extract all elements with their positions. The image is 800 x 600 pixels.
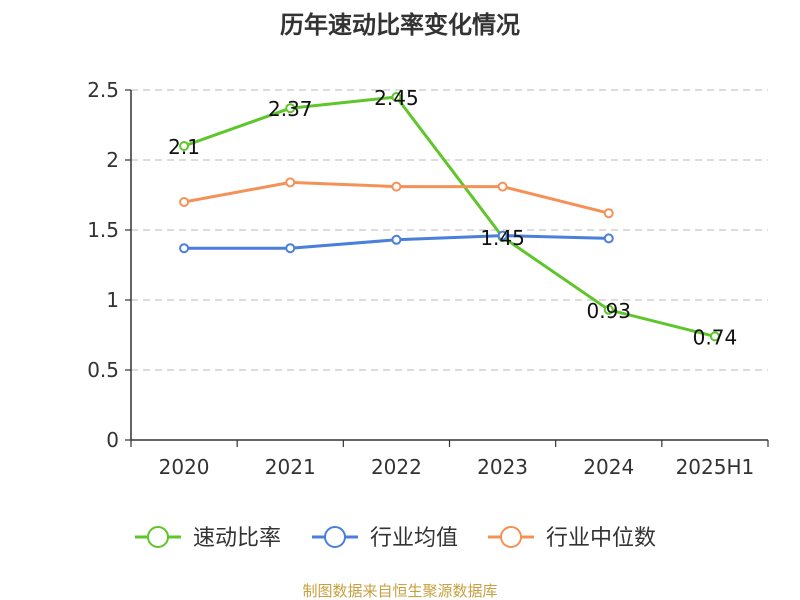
data-label: 0.74: [693, 325, 738, 349]
y-tick-label: 1: [106, 288, 119, 312]
legend-label: 行业均值: [370, 526, 458, 551]
y-tick-label: 2.5: [87, 78, 119, 102]
legend-label: 速动比率: [193, 526, 281, 551]
data-label: 0.93: [586, 299, 631, 323]
x-tick-label: 2021: [265, 455, 316, 479]
data-point[interactable]: [497, 230, 508, 241]
data-label: 2.37: [268, 97, 313, 121]
y-tick-label: 1.5: [87, 218, 119, 242]
data-point[interactable]: [497, 181, 508, 192]
data-point[interactable]: [391, 92, 402, 102]
data-point[interactable]: [179, 243, 190, 254]
legend-item-1[interactable]: 行业均值: [312, 526, 458, 551]
y-tick-label: 0.5: [87, 358, 119, 382]
x-tick-label: 2024: [583, 455, 634, 479]
legend-item-2[interactable]: 行业中位数: [488, 526, 656, 551]
data-point[interactable]: [603, 304, 614, 315]
source-note: 制图数据来自恒生聚源数据库: [302, 582, 497, 600]
x-tick-label: 2020: [159, 455, 210, 479]
y-tick-label: 2: [106, 148, 119, 172]
data-label: 2.45: [374, 86, 419, 110]
data-point[interactable]: [285, 243, 296, 254]
data-point[interactable]: [179, 197, 190, 207]
x-tick-label: 2022: [371, 455, 422, 479]
series: [179, 92, 720, 342]
data-point[interactable]: [391, 234, 402, 245]
axes: 0 0.5 1 1.5 2 2.5 2020 2021 2022 2023 2024 2025H1: [87, 78, 769, 479]
grid: [131, 89, 768, 371]
legend-marker: [324, 526, 346, 548]
chart-title: 历年速动比率变化情况: [280, 11, 520, 39]
data-labels: 2.1 2.37 2.45 1.45 0.93 0.74: [168, 86, 737, 349]
data-point[interactable]: [391, 181, 402, 192]
data-point[interactable]: [603, 208, 614, 219]
data-point[interactable]: [285, 177, 296, 188]
x-tick-label: 2023: [477, 455, 528, 479]
data-label: 1.45: [480, 226, 525, 250]
legend-marker: [147, 526, 169, 548]
data-point[interactable]: [603, 233, 614, 244]
x-tick-label: 2025H1: [676, 455, 755, 479]
data-point[interactable]: [179, 141, 190, 151]
data-point[interactable]: [709, 331, 720, 342]
series-line-0: [183, 95, 716, 338]
legend-item-0[interactable]: 速动比率: [135, 526, 281, 551]
data-point[interactable]: [285, 103, 296, 114]
legend-label: 行业中位数: [546, 526, 656, 551]
data-label: 2.1: [168, 135, 200, 159]
legend-marker: [500, 526, 522, 548]
y-tick-label: 0: [106, 428, 119, 452]
legend[interactable]: 速动比率 行业均值 行业中位数: [135, 526, 656, 551]
